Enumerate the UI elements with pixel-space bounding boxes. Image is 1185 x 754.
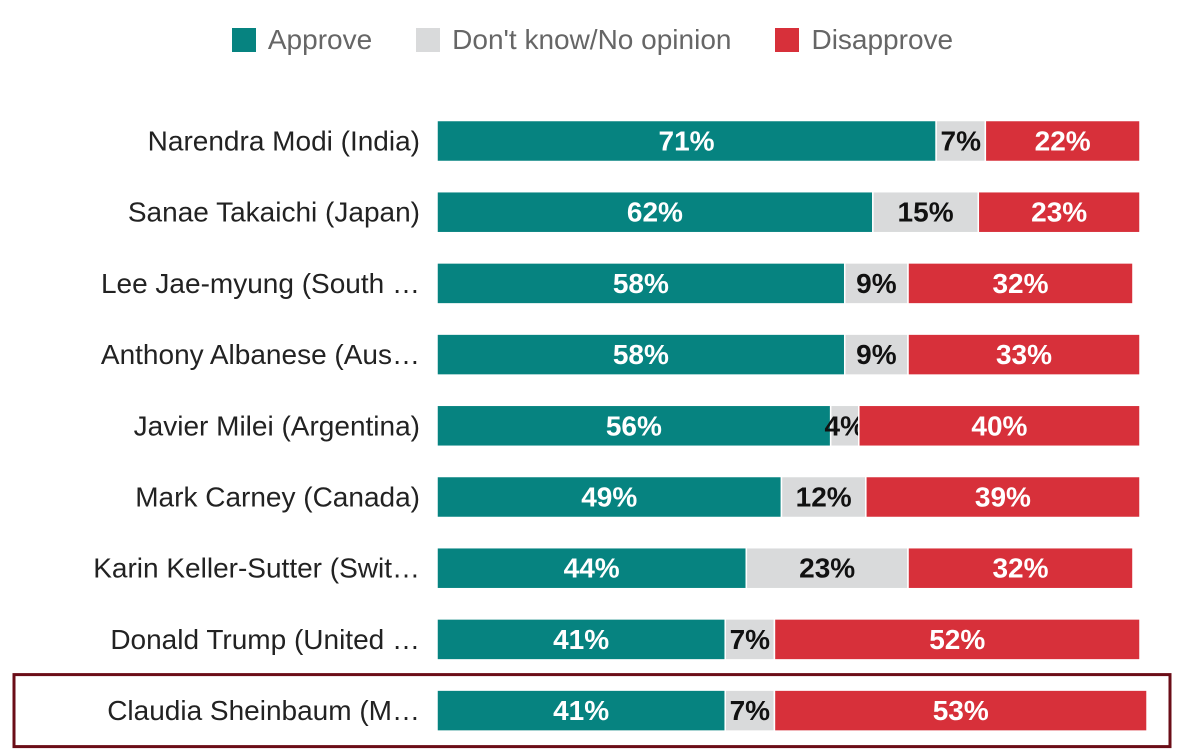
bar-disapprove-donald-trump-united	[773, 618, 1141, 661]
bar-disapprove-karin-keller-sutter-swit	[907, 546, 1134, 590]
legend-swatch-disapprove	[775, 28, 800, 52]
data-label-approve: 41%	[553, 624, 609, 655]
data-label-don-t-know-no-opinion: 7%	[730, 624, 771, 655]
bar-approve-karin-keller-sutter-swit	[436, 546, 748, 590]
data-label-approve: 58%	[613, 339, 669, 370]
bar-approve-mark-carney-canada	[436, 475, 783, 519]
data-label-don-t-know-no-opinion: 9%	[856, 339, 897, 370]
bar-approve-donald-trump-united	[436, 618, 726, 661]
bar-don-t-know-no-opinion-mark-carney-canada	[780, 475, 867, 519]
data-label-approve: 62%	[627, 197, 683, 228]
data-label-don-t-know-no-opinion: 15%	[898, 197, 954, 228]
data-label-don-t-know-no-opinion: 23%	[799, 553, 855, 584]
legend-swatch-dont-know	[416, 28, 441, 52]
bar-don-t-know-no-opinion-donald-trump-united	[724, 618, 776, 661]
legend-label-dont-know: Don't know/No opinion	[452, 24, 732, 55]
bar-disapprove-mark-carney-canada	[865, 475, 1141, 519]
data-label-don-t-know-no-opinion: 7%	[730, 695, 771, 726]
data-label-disapprove: 22%	[1035, 126, 1091, 157]
data-label-disapprove: 33%	[996, 339, 1052, 370]
data-label-disapprove: 32%	[992, 553, 1048, 584]
data-label-approve: 71%	[659, 126, 715, 157]
bar-disapprove-javier-milei-argentina	[858, 404, 1141, 448]
data-label-disapprove: 52%	[929, 624, 985, 655]
bar-disapprove-claudia-sheinbaum-m	[773, 689, 1148, 732]
bar-approve-javier-milei-argentina	[436, 404, 832, 448]
bar-approve-claudia-sheinbaum-m	[436, 689, 726, 732]
data-label-approve: 58%	[613, 268, 669, 299]
row-label: Donald Trump (United …	[110, 624, 420, 655]
data-label-disapprove: 39%	[975, 482, 1031, 513]
legend-label-disapprove: Disapprove	[811, 24, 954, 55]
data-label-don-t-know-no-opinion: 9%	[856, 268, 897, 299]
legend-label-approve: Approve	[267, 24, 373, 55]
chart-legend: Approve Don't know/No opinion Disapprove	[0, 20, 1185, 60]
row-label: Claudia Sheinbaum (M…	[107, 695, 420, 726]
row-label: Anthony Albanese (Aus…	[101, 339, 420, 370]
legend-item-approve: Approve	[231, 24, 373, 56]
data-label-approve: 49%	[581, 482, 637, 513]
bar-don-t-know-no-opinion-karin-keller-sutter-swit	[745, 546, 909, 590]
bar-don-t-know-no-opinion-narendra-modi-india	[935, 119, 987, 163]
legend-swatch-approve	[231, 28, 256, 52]
row-label: Narendra Modi (India)	[148, 126, 420, 157]
data-label-disapprove: 23%	[1031, 197, 1087, 228]
data-label-disapprove: 32%	[992, 268, 1048, 299]
bar-disapprove-anthony-albanese-aus	[907, 333, 1141, 376]
row-label: Karin Keller-Sutter (Swit…	[93, 553, 420, 584]
row-label: Lee Jae-myung (South …	[101, 268, 420, 299]
bar-disapprove-narendra-modi-india	[984, 119, 1141, 163]
row-label: Sanae Takaichi (Japan)	[128, 197, 420, 228]
data-label-disapprove: 40%	[971, 410, 1027, 441]
bar-don-t-know-no-opinion-lee-jae-myung-south	[843, 262, 909, 305]
data-label-approve: 44%	[564, 553, 620, 584]
data-label-disapprove: 53%	[933, 695, 989, 726]
bar-disapprove-sanae-takaichi-japan	[977, 190, 1141, 234]
data-label-don-t-know-no-opinion: 7%	[941, 126, 982, 157]
legend-item-disapprove: Disapprove	[775, 24, 953, 56]
bar-disapprove-lee-jae-myung-south	[907, 262, 1134, 305]
legend-item-dont-know: Don't know/No opinion	[416, 24, 731, 56]
data-label-approve: 56%	[606, 410, 662, 441]
highlight-frame	[12, 673, 1172, 749]
bar-approve-anthony-albanese-aus	[436, 333, 846, 376]
row-label: Mark Carney (Canada)	[135, 482, 420, 513]
bar-don-t-know-no-opinion-claudia-sheinbaum-m	[724, 689, 776, 732]
row-label: Javier Milei (Argentina)	[134, 410, 420, 441]
data-label-don-t-know-no-opinion: 12%	[796, 482, 852, 513]
bar-approve-sanae-takaichi-japan	[436, 190, 874, 234]
data-label-approve: 41%	[553, 695, 609, 726]
